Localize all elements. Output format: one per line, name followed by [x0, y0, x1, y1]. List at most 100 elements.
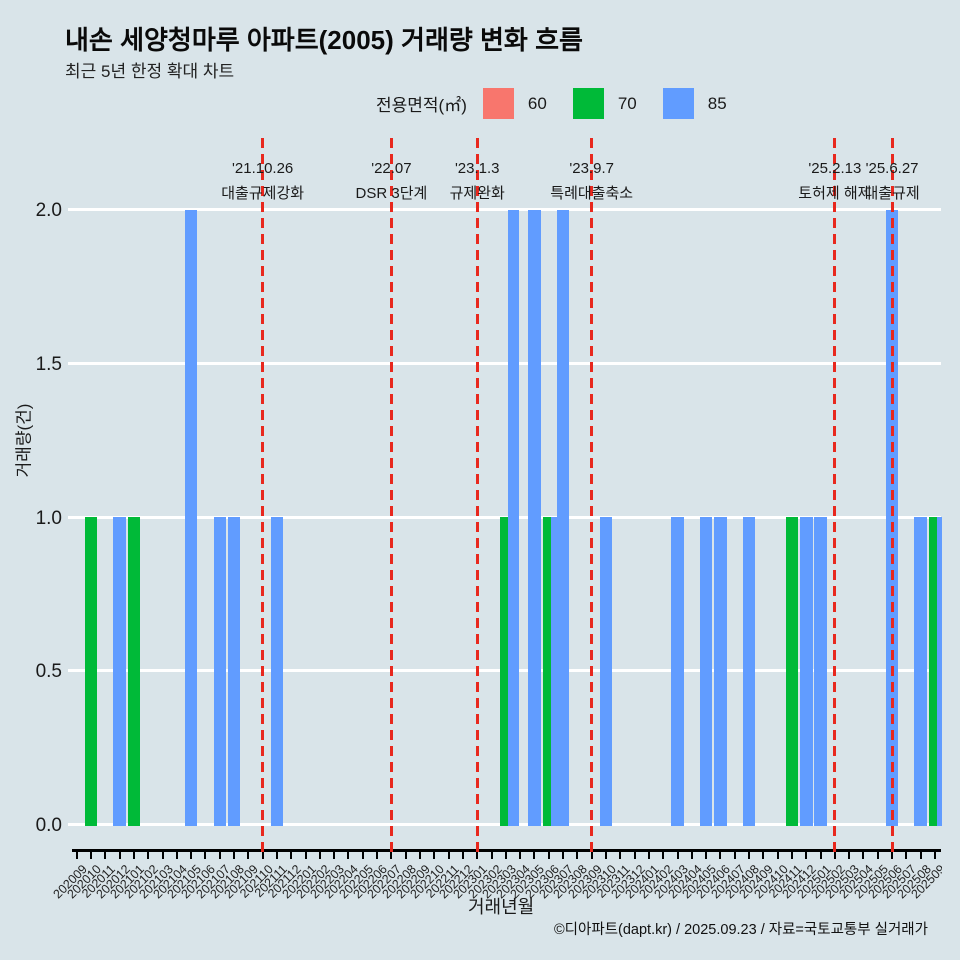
x-tick-202203	[333, 851, 336, 859]
legend-item-60: 60	[482, 88, 547, 119]
legend: 전용면적(㎡) 60 70 85	[376, 88, 753, 119]
bar-202408-85	[742, 517, 756, 826]
event-label-202506: 대출규제	[864, 185, 920, 202]
x-tick-202111	[275, 851, 278, 859]
y-tick-label-0.5: 0.5	[35, 661, 62, 683]
x-tick-202112	[290, 851, 293, 859]
x-tick-202010	[90, 851, 92, 859]
x-tick-202101	[132, 851, 135, 859]
x-tick-202408	[748, 851, 751, 859]
bar-202108-85	[227, 517, 241, 826]
event-date-202506: '25.6.27	[865, 160, 919, 177]
gridline-2.0	[68, 208, 941, 211]
x-tick-202311	[619, 851, 622, 859]
y-axis-title: 거래량(건)	[14, 403, 34, 478]
bar-202107-85	[213, 517, 226, 826]
y-tick-label-2.0: 2.0	[35, 200, 62, 221]
bar-202403-85	[671, 517, 684, 826]
event-line-202502	[833, 138, 837, 852]
x-tick-202107	[218, 851, 221, 859]
legend-swatch-70	[572, 88, 604, 119]
x-tick-202507	[905, 851, 908, 859]
x-tick-202105	[190, 851, 193, 859]
x-tick-202103	[161, 851, 164, 859]
legend-item-70: 70	[572, 88, 637, 119]
bar-202405-85	[699, 517, 713, 826]
x-tick-202102	[147, 851, 150, 859]
y-tick-label-1.5: 1.5	[35, 353, 62, 375]
x-tick-202410	[776, 851, 779, 859]
legend-items: 60 70 85	[482, 88, 753, 119]
x-tick-202402	[662, 851, 665, 859]
x-tick-202412	[805, 851, 808, 859]
event-date-202309: '23.9.7	[569, 160, 614, 177]
x-tick-202502	[833, 851, 836, 859]
event-date-202110: '21.10.26	[232, 160, 294, 177]
event-label-202110: 대출규제강화	[221, 185, 305, 202]
x-tick-202207	[390, 851, 393, 859]
x-tick-202012	[118, 851, 121, 859]
event-date-202301: '23.1.3	[454, 160, 500, 177]
y-tick-label-1.0: 1.0	[35, 507, 62, 529]
bar-202305-85	[528, 209, 541, 826]
x-tick-202209	[419, 851, 422, 859]
x-tick-202404	[690, 851, 693, 859]
x-tick-202305	[533, 851, 536, 859]
legend-label-85: 85	[707, 93, 727, 113]
bar-202010-70	[84, 517, 98, 826]
x-tick-202303	[504, 851, 507, 859]
x-tick-202301	[476, 851, 479, 859]
x-axis-title: 거래년월	[468, 897, 535, 917]
legend-swatch-85	[662, 88, 694, 119]
event-label-202301: 규제완화	[449, 185, 505, 202]
bar-202406-85	[714, 517, 727, 826]
chart-subtitle: 최근 5년 한정 확대 차트	[65, 62, 235, 81]
event-label-202207: DSR 3단계	[355, 185, 428, 202]
x-tick-202110	[261, 851, 264, 859]
x-tick-202210	[433, 851, 436, 859]
y-tick-label-0.0: 0.0	[35, 815, 62, 836]
bar-202508-85	[914, 517, 927, 826]
x-tick-202306	[547, 851, 550, 859]
x-tick-202204	[347, 851, 350, 859]
legend-title: 전용면적(㎡)	[376, 96, 467, 115]
event-line-202207	[389, 138, 393, 852]
x-axis-line	[72, 849, 941, 852]
bar-202310-85	[599, 517, 613, 826]
chart-title: 내손 세양청마루 아파트(2005) 거래량 변화 흐름	[65, 25, 583, 55]
bar-202303-70	[499, 517, 508, 826]
x-tick-202401	[647, 851, 650, 859]
x-tick-202509	[934, 851, 936, 859]
bar-202501-85	[814, 517, 827, 826]
event-label-202502: 토허제 해제	[798, 185, 872, 202]
gridline-1.5	[68, 361, 941, 365]
x-tick-202407	[733, 851, 736, 859]
legend-label-70: 70	[617, 93, 637, 113]
x-tick-202308	[576, 851, 579, 859]
x-tick-202506	[891, 851, 894, 859]
x-tick-202011	[104, 851, 107, 859]
x-tick-202309	[590, 851, 593, 859]
legend-label-60: 60	[527, 93, 547, 113]
bar-202307-85	[556, 209, 570, 826]
x-tick-202104	[175, 851, 178, 859]
legend-item-85: 85	[662, 88, 727, 119]
bar-202411-70	[785, 517, 799, 826]
x-tick-202405	[705, 851, 708, 859]
x-tick-202406	[719, 851, 722, 859]
x-tick-202009	[75, 851, 78, 859]
event-line-202506	[890, 138, 894, 852]
bar-202303-85	[507, 209, 519, 826]
x-tick-202307	[562, 851, 565, 859]
bar-202101-70	[127, 517, 141, 826]
event-line-202301	[475, 138, 479, 852]
x-tick-202304	[519, 851, 522, 859]
bar-202111-85	[270, 517, 284, 826]
event-line-202110	[261, 138, 265, 852]
x-tick-202503	[848, 851, 851, 859]
x-tick-202409	[762, 851, 765, 859]
bar-202509-70	[929, 517, 937, 826]
bar-202105-85	[184, 209, 198, 826]
event-date-202502: '25.2.13	[808, 160, 862, 177]
event-date-202207: '22.07	[371, 160, 412, 177]
